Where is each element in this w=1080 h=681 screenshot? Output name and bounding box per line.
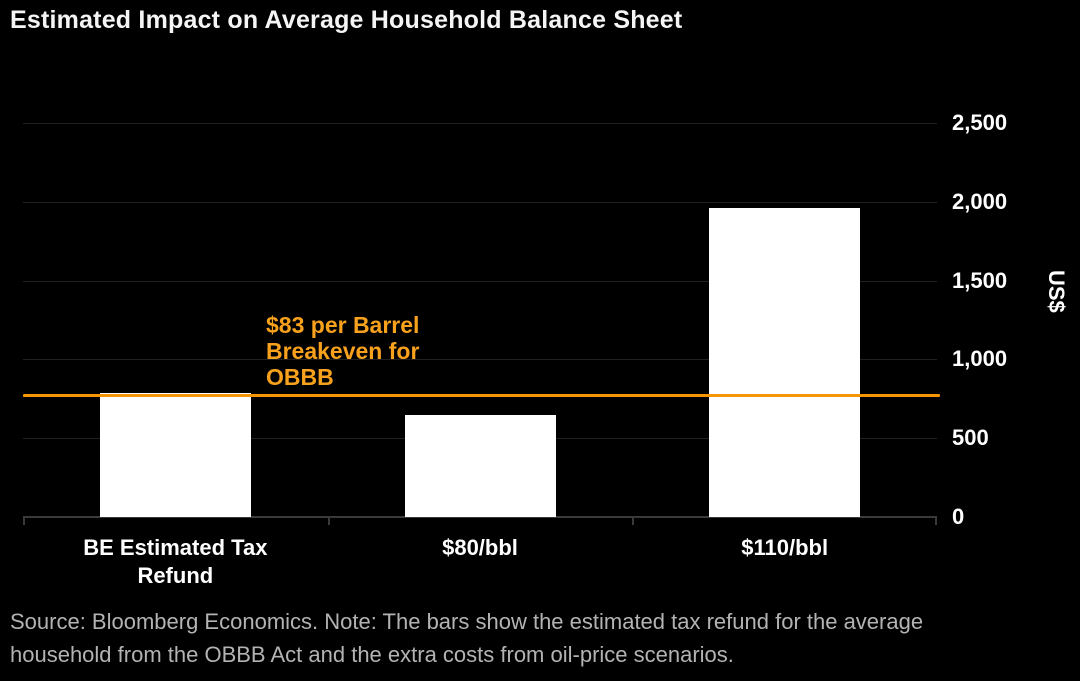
y-tick-label-2,000: 2,000 bbox=[952, 188, 1008, 214]
x-axis-tick bbox=[935, 517, 937, 525]
x-category-label-3: $110/bbl bbox=[741, 535, 829, 560]
breakeven-annotation: $83 per Barrel Breakeven for OBBB bbox=[266, 312, 419, 390]
x-axis-line bbox=[23, 516, 937, 518]
source-note-line1: Source: Bloomberg Economics. Note: The b… bbox=[10, 609, 924, 634]
y-axis-title: US$ bbox=[1044, 270, 1069, 313]
breakeven-annotation-line3: OBBB bbox=[266, 364, 334, 390]
x-category-label-2: $80/bbl bbox=[442, 535, 518, 560]
bar-3 bbox=[709, 208, 861, 517]
gridline-1000 bbox=[23, 359, 937, 361]
source-note-line2: household from the OBBB Act and the extr… bbox=[10, 642, 734, 667]
bar-2 bbox=[404, 414, 556, 517]
x-axis-tick bbox=[327, 517, 330, 525]
y-tick-label-1,500: 1,500 bbox=[952, 267, 1008, 293]
source-note: Source: Bloomberg Economics. Note: The b… bbox=[10, 605, 1072, 671]
gridline-1500 bbox=[23, 280, 937, 282]
y-tick-label-1,000: 1,000 bbox=[952, 346, 1008, 372]
x-category-label-1: BE Estimated Tax Refund bbox=[83, 535, 268, 588]
x-axis-tick bbox=[632, 517, 635, 525]
gridline-2000 bbox=[23, 201, 937, 203]
bar-1 bbox=[99, 392, 251, 517]
plot-area bbox=[23, 80, 940, 525]
breakeven-annotation-line2: Breakeven for bbox=[266, 338, 420, 364]
x-axis-tick bbox=[23, 517, 25, 525]
y-tick-label-500: 500 bbox=[952, 425, 989, 451]
y-tick-label-2,500: 2,500 bbox=[952, 110, 1008, 135]
gridline-2500 bbox=[23, 123, 937, 124]
breakeven-reference-line bbox=[23, 393, 940, 397]
y-tick-label-0: 0 bbox=[952, 504, 965, 529]
chart-title: Estimated Impact on Average Household Ba… bbox=[10, 6, 683, 34]
breakeven-annotation-line1: $83 per Barrel bbox=[266, 312, 420, 338]
